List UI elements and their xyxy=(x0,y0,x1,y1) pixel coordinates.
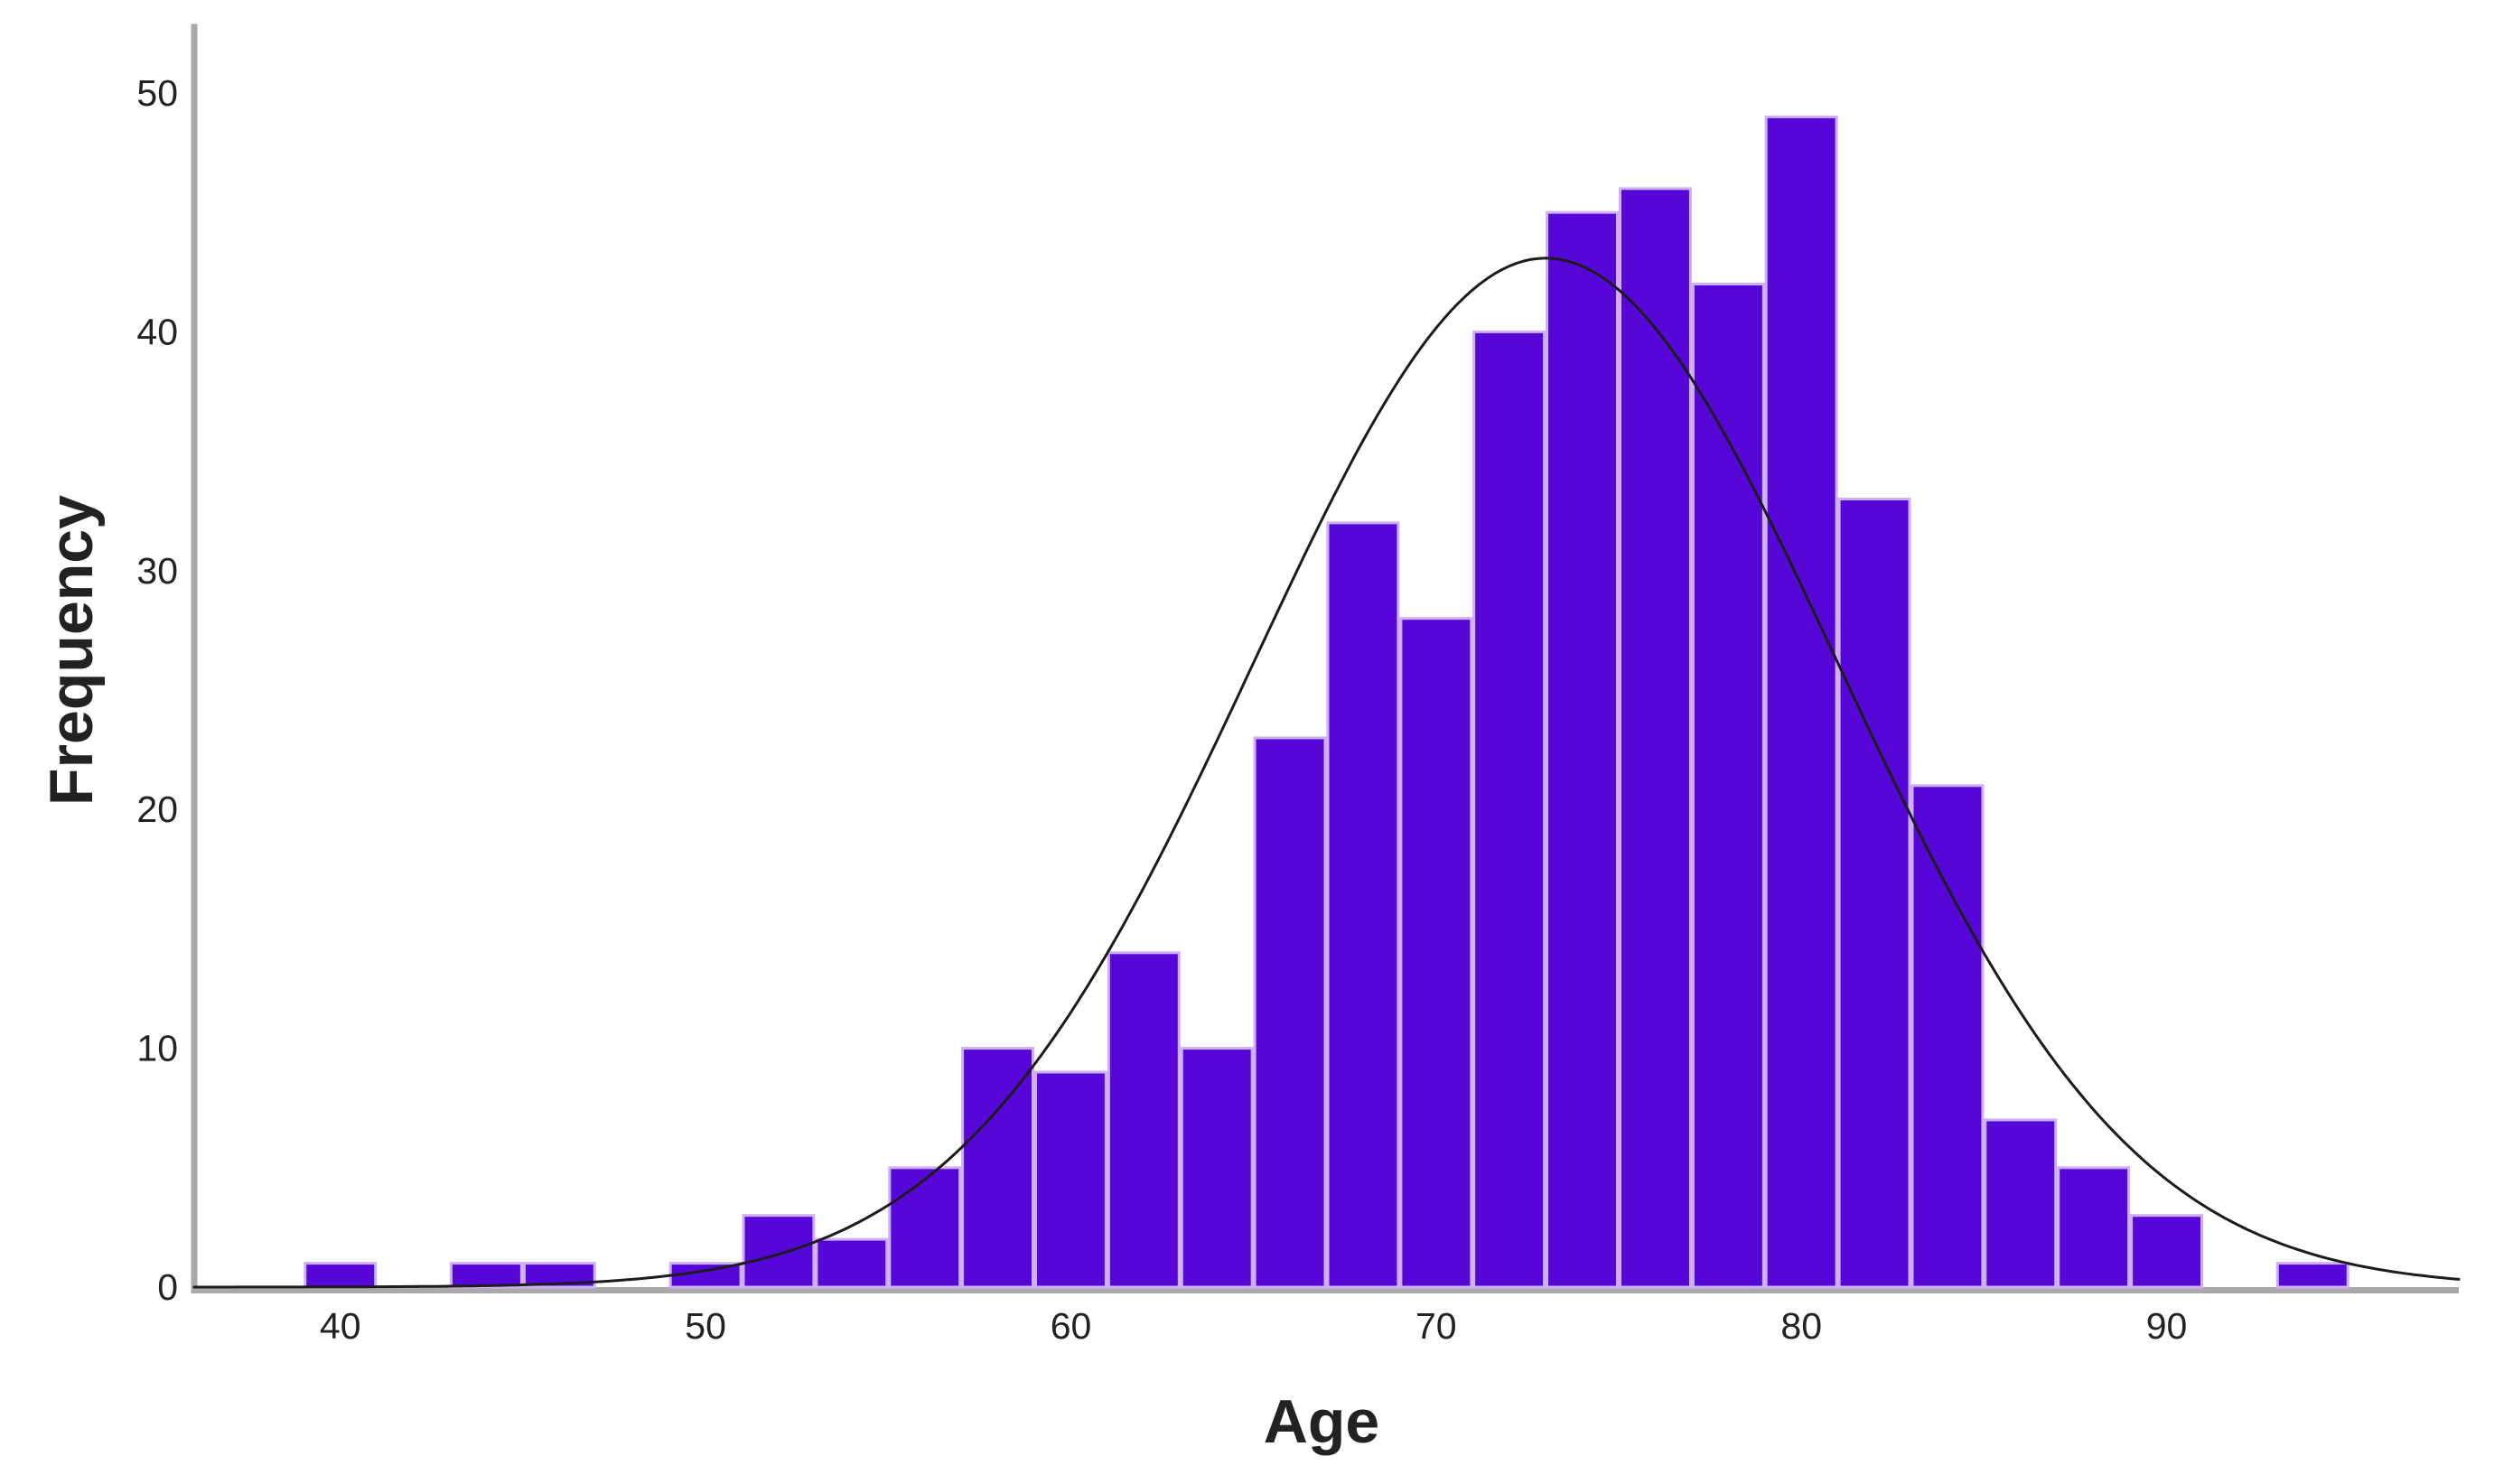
histogram-bar xyxy=(1837,498,1911,1289)
histogram-bar xyxy=(2057,1166,2131,1289)
x-tick-label: 60 xyxy=(1051,1305,1092,1347)
histogram-bar xyxy=(1619,187,1692,1289)
histogram-bar xyxy=(304,1262,378,1289)
histogram-bar xyxy=(1472,330,1546,1289)
histogram-bar xyxy=(1764,115,1838,1289)
y-tick-label: 20 xyxy=(136,789,178,830)
histogram-bar xyxy=(815,1237,889,1289)
histogram-bar xyxy=(742,1214,816,1289)
histogram-bar xyxy=(1326,521,1400,1289)
y-tick-labels: 0 10 20 30 40 50 xyxy=(136,72,178,1308)
x-tick-label: 70 xyxy=(1415,1305,1457,1347)
x-tick-label: 40 xyxy=(320,1305,361,1347)
histogram-bar xyxy=(1691,283,1765,1289)
histogram-bar xyxy=(1546,210,1619,1289)
x-tick-label: 90 xyxy=(2146,1305,2188,1347)
histogram-bar xyxy=(1107,951,1181,1289)
histogram-bar xyxy=(1180,1047,1254,1289)
normal-curve xyxy=(192,257,2461,1289)
histogram-bar xyxy=(1910,784,1985,1289)
histogram-bar xyxy=(1984,1118,2058,1289)
y-tick-label: 40 xyxy=(136,311,178,352)
x-tick-labels: 40 50 60 70 80 90 xyxy=(320,1305,2187,1347)
normal-curve-path xyxy=(192,257,2461,1289)
histogram-bar xyxy=(2130,1214,2204,1289)
histogram-bar xyxy=(1034,1070,1107,1289)
histogram-bar xyxy=(961,1047,1034,1289)
x-tick-label: 80 xyxy=(1780,1305,1822,1347)
histogram-bar xyxy=(1253,736,1327,1289)
y-tick-label: 0 xyxy=(157,1266,178,1308)
axes-group xyxy=(191,23,2459,1293)
y-tick-label: 10 xyxy=(136,1028,178,1069)
bars-group xyxy=(304,115,2350,1289)
histogram-bar xyxy=(450,1262,523,1289)
histogram-bar xyxy=(2275,1262,2350,1289)
y-tick-label: 50 xyxy=(136,72,178,114)
histogram-bar xyxy=(1399,617,1473,1289)
x-axis-title: Age xyxy=(1264,1387,1379,1456)
histogram-bar xyxy=(888,1166,962,1289)
x-tick-label: 50 xyxy=(685,1305,726,1347)
y-axis-title: Frequency xyxy=(37,495,106,806)
y-tick-label: 30 xyxy=(136,550,178,592)
